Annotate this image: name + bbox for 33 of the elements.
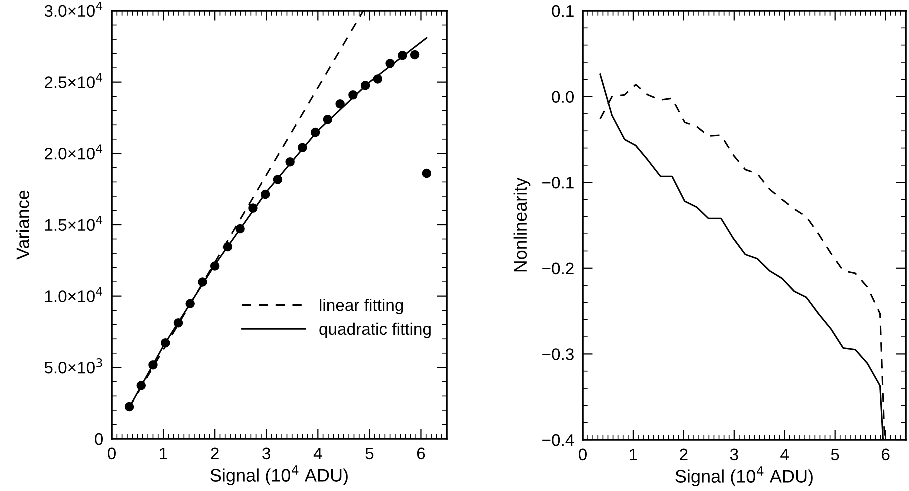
x-tick-label: 3: [262, 448, 271, 460]
x-tick-label: 5: [366, 448, 374, 460]
x-tick-label: 1: [630, 448, 638, 460]
y-tick-label: −0.3: [542, 348, 574, 360]
legend-label: linear fitting: [320, 298, 404, 315]
y-tick-label: 0.0: [552, 91, 574, 104]
x-tick-label: 4: [780, 448, 790, 460]
x-axis-title: Signal (10$^{4}$ ADU): [210, 466, 348, 486]
x-tick-label: 4: [314, 448, 322, 460]
x-tick-label: 3: [730, 448, 738, 461]
y-tick-label: 0: [95, 433, 104, 446]
x-tick-label: 5: [831, 448, 840, 461]
y-tick-label: 0.1: [552, 5, 574, 18]
x-tick-label: 6: [882, 448, 890, 461]
x-tick-label: 2: [680, 448, 688, 460]
x-tick-label: 6: [417, 448, 426, 460]
x-tick-label: 0: [108, 448, 116, 460]
y-tick-label: −0.1: [542, 177, 574, 189]
y-tick-label: 2.5×10$^{4}$: [45, 73, 103, 88]
legend-label: quadratic fitting: [320, 322, 431, 338]
x-axis-title: Signal (10$^{4}$ ADU): [676, 466, 813, 487]
y-tick-label: 2.0×10$^{4}$: [45, 144, 103, 160]
y-tick-label: 5.0×10$^{3}$: [44, 358, 102, 374]
x-tick-label: 1: [160, 448, 168, 460]
x-tick-label: 0: [579, 448, 587, 461]
y-tick-label: −0.2: [542, 262, 574, 275]
x-tick-label: 2: [211, 448, 219, 460]
y-axis-title: Variance: [16, 190, 30, 260]
y-tick-label: 1.5×10$^{4}$: [45, 216, 103, 232]
y-tick-label: 3.0×10$^{4}$: [44, 2, 103, 18]
y-tick-label: −0.4: [542, 434, 574, 446]
y-tick-label: 1.0×10$^{4}$: [45, 287, 103, 302]
y-axis-title: Nonlinearity: [514, 178, 531, 272]
